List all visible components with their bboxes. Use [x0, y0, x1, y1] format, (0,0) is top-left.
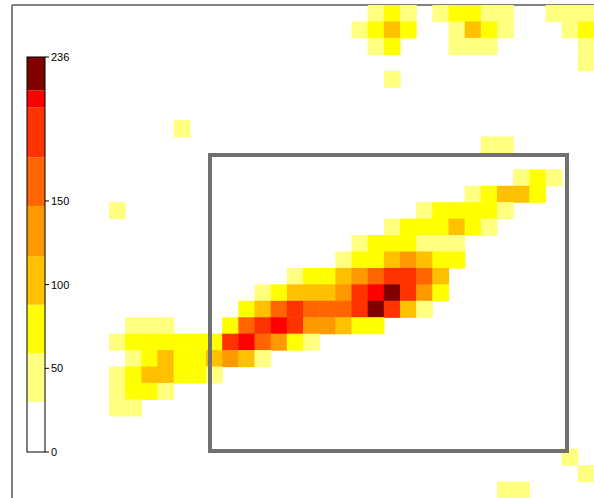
svg-text:0: 0	[51, 446, 57, 458]
svg-text:50: 50	[51, 362, 63, 374]
svg-text:150: 150	[51, 195, 69, 207]
svg-text:236: 236	[51, 51, 69, 63]
svg-text:100: 100	[51, 279, 69, 291]
